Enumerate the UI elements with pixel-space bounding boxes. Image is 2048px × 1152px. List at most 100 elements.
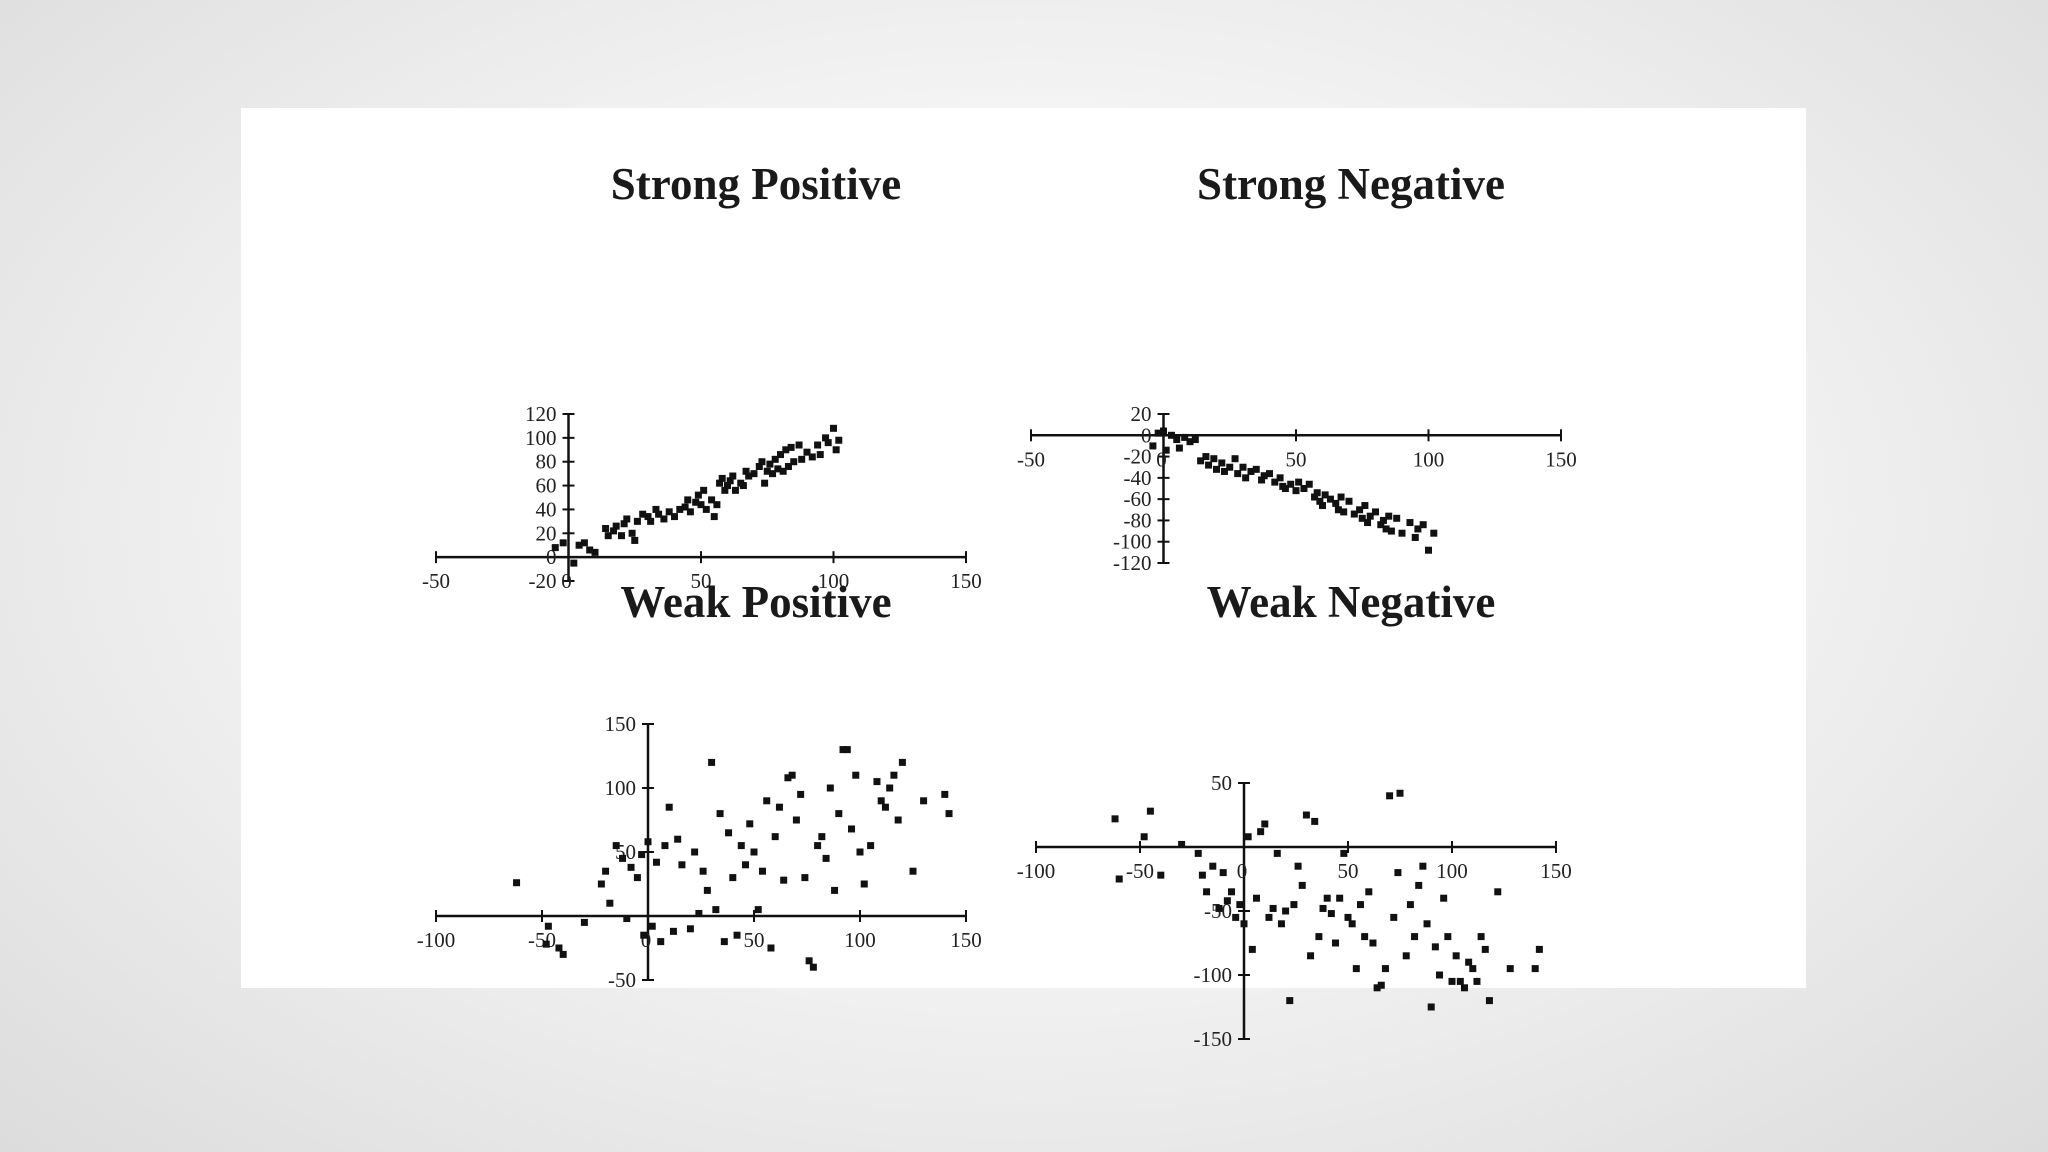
data-point: [803, 448, 811, 456]
data-point: [718, 474, 726, 482]
data-point: [1234, 470, 1242, 478]
data-point: [1197, 457, 1205, 465]
y-tick-label: 20: [1131, 402, 1152, 426]
data-point: [1414, 525, 1422, 533]
panel-strong-negative: Strong Negative -50 50 100 150 -120 -100 -80 -6…: [1001, 158, 1701, 588]
data-point: [750, 470, 758, 478]
data-point: [1356, 901, 1364, 909]
x-tick-label: 50: [1286, 447, 1307, 471]
data-point: [1173, 436, 1181, 444]
data-point: [628, 529, 636, 537]
data-point: [618, 532, 625, 540]
data-point: [1286, 997, 1294, 1005]
data-point: [1381, 965, 1389, 973]
data-point: [1210, 455, 1218, 463]
data-point: [852, 771, 860, 779]
x-tick-label: 100: [1436, 859, 1468, 883]
y-tick-label: -20: [529, 569, 557, 593]
data-point: [1282, 907, 1290, 915]
data-point: [771, 455, 779, 463]
data-point: [697, 501, 705, 509]
data-point: [758, 458, 766, 466]
data-point: [631, 536, 639, 544]
data-point: [1364, 519, 1372, 527]
data-point: [1239, 463, 1247, 471]
data-point: [1452, 952, 1460, 960]
data-point: [1387, 527, 1395, 535]
data-point: [877, 797, 885, 805]
data-point: [1273, 849, 1281, 857]
y-tick-label: -60: [1124, 487, 1152, 511]
data-point: [1361, 933, 1369, 941]
data-point: [1178, 840, 1186, 848]
y-tick-label: 150: [605, 712, 637, 736]
data-point: [881, 803, 889, 811]
data-point: [822, 434, 830, 442]
data-point: [1356, 506, 1364, 514]
data-point: [1219, 869, 1227, 877]
data-point: [647, 517, 655, 525]
data-point: [633, 517, 641, 525]
data-point: [1431, 943, 1439, 951]
data-point: [729, 874, 737, 882]
data-point: [808, 453, 816, 461]
data-point: [708, 758, 716, 766]
y-tick-label: -50: [608, 968, 636, 992]
data-point: [1311, 817, 1319, 825]
x-tick-label: 100: [818, 569, 850, 593]
data-point: [1481, 945, 1489, 953]
x-tick-label: -50: [528, 928, 556, 952]
data-point: [873, 778, 881, 786]
data-point: [856, 848, 864, 856]
data-point: [619, 854, 627, 862]
data-point: [843, 746, 851, 754]
data-point: [1307, 952, 1315, 960]
data-point: [684, 496, 692, 504]
data-point: [640, 931, 648, 939]
data-point: [665, 508, 673, 516]
data-point: [1411, 933, 1419, 941]
data-point: [633, 874, 641, 882]
x-tick-label: 150: [950, 569, 982, 593]
data-point: [1332, 499, 1340, 507]
data-point: [1379, 516, 1387, 524]
data-point: [1140, 833, 1148, 841]
data-point: [890, 771, 898, 779]
data-point: [894, 816, 902, 824]
data-point: [570, 559, 578, 567]
data-point: [1327, 910, 1335, 918]
data-point: [1494, 888, 1502, 896]
data-point: [755, 462, 763, 470]
data-point: [774, 465, 782, 473]
data-point: [1302, 811, 1310, 819]
data-point: [1337, 493, 1345, 501]
data-point: [763, 467, 771, 475]
data-point: [830, 424, 837, 432]
data-point: [795, 441, 803, 449]
data-point: [763, 797, 771, 805]
data-point: [580, 918, 588, 926]
data-point: [1209, 862, 1217, 870]
data-point: [695, 909, 703, 917]
data-point: [669, 927, 677, 935]
data-point: [597, 880, 605, 888]
data-point: [513, 879, 521, 887]
data-point: [920, 797, 928, 805]
data-point: [831, 886, 839, 894]
x-tick-label: 150: [1540, 859, 1572, 883]
data-point: [1350, 510, 1358, 518]
data-point: [1215, 904, 1223, 912]
y-tick-label: 120: [525, 402, 557, 426]
data-point: [1218, 459, 1226, 467]
data-point: [686, 925, 694, 933]
x-tick-label: 50: [744, 928, 765, 952]
data-point: [790, 458, 798, 466]
data-point: [742, 861, 750, 869]
data-point: [1372, 508, 1379, 516]
data-point: [816, 451, 824, 459]
data-point: [1162, 446, 1170, 454]
data-point: [580, 539, 588, 547]
y-tick-label: 100: [525, 426, 557, 450]
